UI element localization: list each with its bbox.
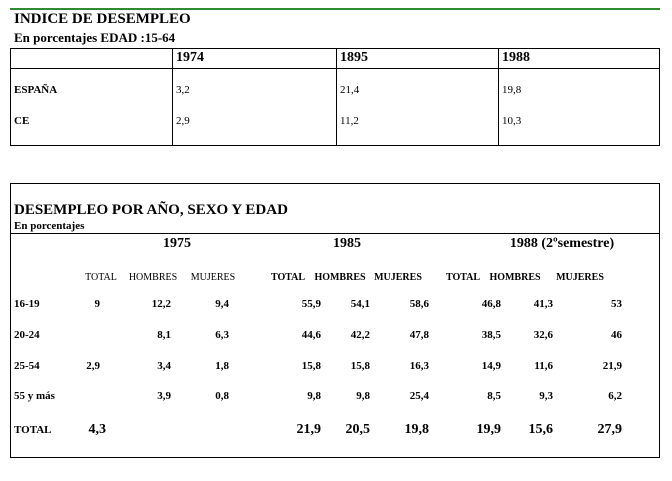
cell: 46 <box>611 329 622 341</box>
cell: 1,8 <box>215 360 229 372</box>
cell: 11,6 <box>534 360 553 372</box>
year-header: 1975 <box>163 236 191 251</box>
title: INDICE DE DESEMPLEO <box>14 11 191 27</box>
year-header: 1988 (2ºsemestre) <box>509 236 615 251</box>
cell: 41,3 <box>533 298 553 310</box>
cell: 54,1 <box>350 298 370 310</box>
table2-subtitle: En porcentajes <box>14 220 85 232</box>
column-header: HOMBRES <box>314 272 366 283</box>
cell: 21,9 <box>602 360 622 372</box>
row-label: 20-24 <box>14 329 40 341</box>
column-header: MUJERES <box>374 272 422 283</box>
row-rule <box>10 233 660 234</box>
col-rule <box>498 48 499 146</box>
cell: 8,1 <box>157 329 171 341</box>
column-header: TOTAL <box>270 272 306 283</box>
year-header: 1895 <box>340 50 368 65</box>
row-rule <box>10 68 660 69</box>
table2 <box>10 183 660 458</box>
cell: 0,8 <box>215 390 229 402</box>
cell: 10,3 <box>502 115 522 127</box>
cell: 25,4 <box>409 390 429 402</box>
cell: 53 <box>611 298 622 310</box>
cell: 20,5 <box>345 422 371 437</box>
cell: 16,3 <box>409 360 429 372</box>
cell: 42,2 <box>350 329 370 341</box>
cell: 15,6 <box>528 422 554 437</box>
row-label: 25-54 <box>14 360 40 372</box>
column-header: HOMBRES <box>128 272 178 283</box>
cell: 58,6 <box>409 298 429 310</box>
cell: 21,4 <box>340 84 360 96</box>
cell: 12,2 <box>151 298 171 310</box>
cell: 9,8 <box>307 390 321 402</box>
cell: 11,2 <box>340 115 359 127</box>
row-label: ESPAÑA <box>14 84 58 96</box>
year-header: 1974 <box>176 50 204 65</box>
cell: 46,8 <box>481 298 501 310</box>
cell: 47,8 <box>409 329 429 341</box>
cell: 9,3 <box>539 390 553 402</box>
table2-title: DESEMPLEO POR AÑO, SEXO Y EDAD <box>14 202 288 218</box>
cell: 19,9 <box>476 422 502 437</box>
row-label: 16-19 <box>14 298 40 310</box>
cell: 4,3 <box>88 422 107 437</box>
cell: 3,9 <box>157 390 171 402</box>
cell: 38,5 <box>481 329 501 341</box>
col-rule <box>336 48 337 146</box>
cell: 19,8 <box>502 84 522 96</box>
row-label: CE <box>14 115 30 127</box>
year-header: 1988 <box>502 50 530 65</box>
col-rule <box>172 48 173 146</box>
column-header: HOMBRES <box>489 272 541 283</box>
column-header: TOTAL <box>85 272 117 283</box>
cell: 2,9 <box>86 360 100 372</box>
cell: 14,9 <box>481 360 501 372</box>
column-header: MUJERES <box>190 272 236 283</box>
year-header: 1985 <box>333 236 361 251</box>
cell: 6,2 <box>608 390 622 402</box>
cell: 8,5 <box>487 390 501 402</box>
cell: 19,8 <box>404 422 430 437</box>
row-label: TOTAL <box>14 424 52 436</box>
table1 <box>10 48 660 146</box>
cell: 27,9 <box>597 422 623 437</box>
subtitle: En porcentajes EDAD :15-64 <box>14 30 176 45</box>
cell: 3,2 <box>176 84 190 96</box>
cell: 15,8 <box>301 360 321 372</box>
cell: 2,9 <box>176 115 190 127</box>
cell: 9 <box>94 298 101 310</box>
column-header: TOTAL <box>445 272 481 283</box>
cell: 9,4 <box>215 298 229 310</box>
cell: 44,6 <box>301 329 321 341</box>
cell: 15,8 <box>350 360 370 372</box>
top-rule <box>10 8 660 10</box>
column-header: MUJERES <box>556 272 604 283</box>
cell: 9,8 <box>356 390 370 402</box>
cell: 55,9 <box>301 298 321 310</box>
cell: 32,6 <box>533 329 553 341</box>
cell: 21,9 <box>296 422 322 437</box>
row-label: 55 y más <box>14 390 55 402</box>
cell: 3,4 <box>157 360 171 372</box>
cell: 6,3 <box>215 329 229 341</box>
